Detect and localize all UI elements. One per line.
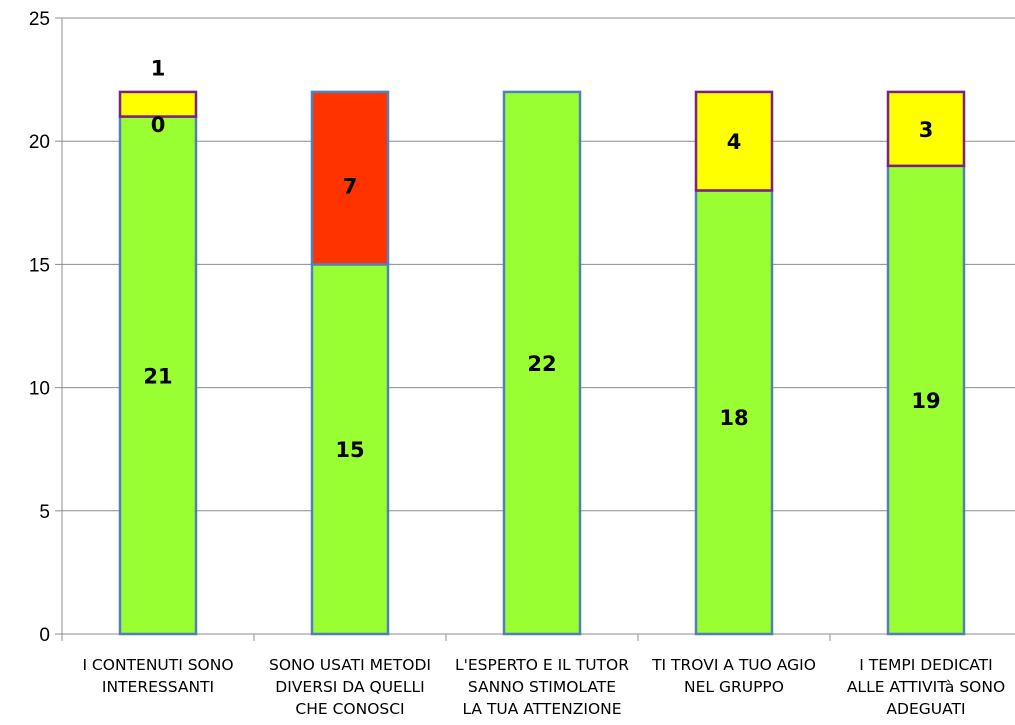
- y-tick-label: 20: [29, 132, 50, 153]
- data-label: 15: [335, 438, 364, 462]
- bar-segment-green: [502, 90, 582, 636]
- x-category-label-line: DIVERSI DA QUELLI: [275, 678, 424, 696]
- x-category-label-line: I CONTENUTI SONO: [82, 656, 233, 674]
- x-category-label: TI TROVI A TUO AGIO NEL GRUPPO: [651, 656, 816, 696]
- y-tick-label: 10: [29, 379, 50, 400]
- x-category-label-line: SANNO STIMOLATE: [468, 678, 616, 696]
- bar-segment-green: [694, 189, 774, 636]
- y-tick-label: 0: [39, 625, 50, 646]
- bars: [118, 90, 966, 636]
- data-label: 18: [719, 406, 748, 430]
- x-category-label-line: CHE CONOSCI: [295, 700, 404, 718]
- data-label: 3: [919, 118, 934, 142]
- x-category-label-line: L'ESPERTO E IL TUTOR: [455, 656, 629, 674]
- y-tick-label: 5: [39, 502, 50, 523]
- data-label: 19: [911, 389, 940, 413]
- x-category-label-line: SONO USATI METODI: [269, 656, 431, 674]
- data-labels: 21 15 22 18 19 1 4 3 0 7: [143, 56, 940, 462]
- y-tick-label: 15: [29, 255, 50, 276]
- x-category-label: L'ESPERTO E IL TUTOR SANNO STIMOLATE LA TU…: [455, 656, 629, 718]
- x-category-label-line: NEL GRUPPO: [684, 678, 784, 696]
- data-label: 22: [527, 352, 556, 376]
- x-category-label-line: ADEGUATI: [886, 700, 965, 718]
- data-label: 7: [343, 175, 358, 199]
- x-category-label-line: ALLE ATTIVITà SONO: [847, 678, 1005, 696]
- data-label: 4: [727, 130, 742, 154]
- y-tick-label: 25: [29, 9, 50, 30]
- x-category-label: SONO USATI METODI DIVERSI DA QUELLI CHE CO…: [269, 656, 431, 718]
- x-category-label-line: I TEMPI DEDICATI: [859, 656, 992, 674]
- bar-segment-yellow: [694, 90, 774, 192]
- x-category-label: I CONTENUTI SONO INTERESSANTI: [82, 656, 233, 696]
- x-category-label-line: LA TUA ATTENZIONE: [462, 700, 621, 718]
- data-label: 0: [151, 113, 166, 137]
- data-label: 1: [151, 56, 166, 80]
- y-axis-tick-labels: 0 5 10 15 20 25: [29, 9, 50, 646]
- data-label: 21: [143, 364, 172, 388]
- bar-segment-yellow: [886, 90, 966, 168]
- x-category-label-line: TI TROVI A TUO AGIO: [651, 656, 816, 674]
- x-category-label-line: INTERESSANTI: [102, 678, 214, 696]
- x-axis-category-labels: I CONTENUTI SONO INTERESSANTI SONO USATI M…: [82, 656, 1005, 718]
- bar-segment-red: [310, 90, 390, 266]
- bar-segment-yellow: [118, 90, 198, 118]
- x-category-label: I TEMPI DEDICATI ALLE ATTIVITà SONO ADEGUA…: [847, 656, 1005, 718]
